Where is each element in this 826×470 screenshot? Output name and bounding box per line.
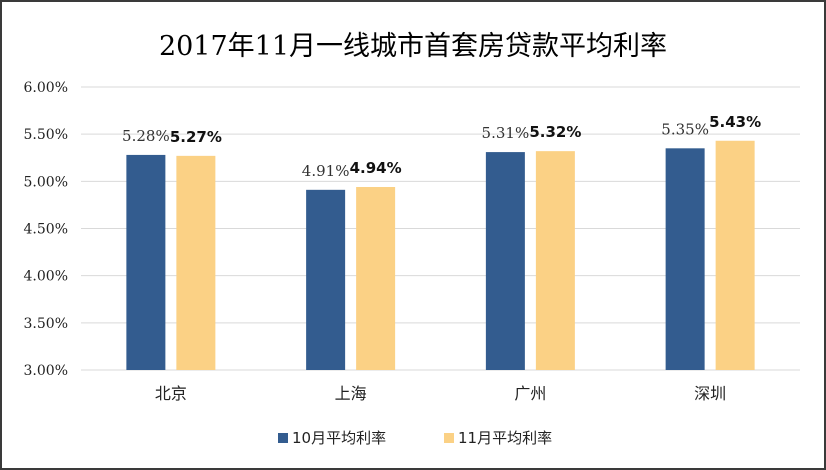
data-labels: 5.28% 5.27% 4.91% 4.94% 5.31% 5.32% 5.35% 5.43% xyxy=(122,113,761,180)
data-label: 5.32% xyxy=(529,123,581,141)
bar-nov-2 xyxy=(535,151,575,370)
data-label: 4.91% xyxy=(302,162,350,180)
y-tick-label: 3.50% xyxy=(24,316,68,332)
category-label: 深圳 xyxy=(694,384,726,403)
y-tick-label: 5.50% xyxy=(24,127,68,143)
y-tick-label: 4.50% xyxy=(24,222,68,238)
data-label: 5.31% xyxy=(482,124,530,142)
data-label: 5.35% xyxy=(661,120,709,138)
legend-swatch-nov xyxy=(444,433,454,443)
data-label: 5.27% xyxy=(170,128,222,146)
legend-label-nov: 11月平均利率 xyxy=(458,429,552,447)
y-tick-label: 3.00% xyxy=(24,363,68,379)
data-label: 5.28% xyxy=(122,127,170,145)
category-label: 北京 xyxy=(155,384,187,403)
bar-nov-3 xyxy=(715,140,755,370)
x-axis-category-labels: 北京 上海 广州 深圳 xyxy=(155,384,726,403)
y-axis-tick-labels: 6.00% 5.50% 5.00% 4.50% 4.00% 3.50% 3.00% xyxy=(24,80,68,379)
legend-swatch-oct xyxy=(278,433,288,443)
legend: 10月平均利率 11月平均利率 xyxy=(278,429,552,447)
bar-oct-2 xyxy=(485,152,525,370)
bar-oct-1 xyxy=(306,189,346,370)
chart-title: 2017年11月一线城市首套房贷款平均利率 xyxy=(159,31,667,62)
bar-nov-0 xyxy=(176,155,216,370)
data-label: 4.94% xyxy=(350,159,402,177)
y-tick-label: 5.00% xyxy=(24,174,68,190)
category-label: 上海 xyxy=(335,384,367,403)
category-label: 广州 xyxy=(514,384,546,403)
bar-nov-1 xyxy=(356,186,396,370)
y-tick-label: 4.00% xyxy=(24,269,68,285)
legend-label-oct: 10月平均利率 xyxy=(292,429,386,447)
bar-oct-3 xyxy=(665,148,705,370)
data-label: 5.43% xyxy=(709,113,761,131)
bar-oct-0 xyxy=(126,154,166,370)
bars xyxy=(126,140,755,370)
y-tick-label: 6.00% xyxy=(24,80,68,96)
